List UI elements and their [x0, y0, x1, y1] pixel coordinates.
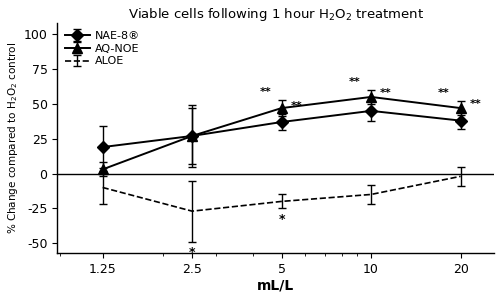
- Text: **: **: [290, 101, 302, 111]
- Y-axis label: % Change compared to H$_2$O$_2$ control: % Change compared to H$_2$O$_2$ control: [6, 42, 20, 234]
- Title: Viable cells following 1 hour H$_2$O$_2$ treatment: Viable cells following 1 hour H$_2$O$_2$…: [128, 6, 424, 23]
- Text: **: **: [259, 87, 271, 97]
- Text: **: **: [470, 100, 481, 109]
- Text: **: **: [348, 77, 360, 87]
- Text: **: **: [380, 88, 392, 98]
- Legend: NAE-8®, AQ-NOE, ALOE: NAE-8®, AQ-NOE, ALOE: [63, 29, 142, 69]
- X-axis label: mL/L: mL/L: [258, 278, 294, 292]
- Text: **: **: [438, 88, 450, 98]
- Text: *: *: [189, 246, 196, 259]
- Text: *: *: [278, 212, 285, 226]
